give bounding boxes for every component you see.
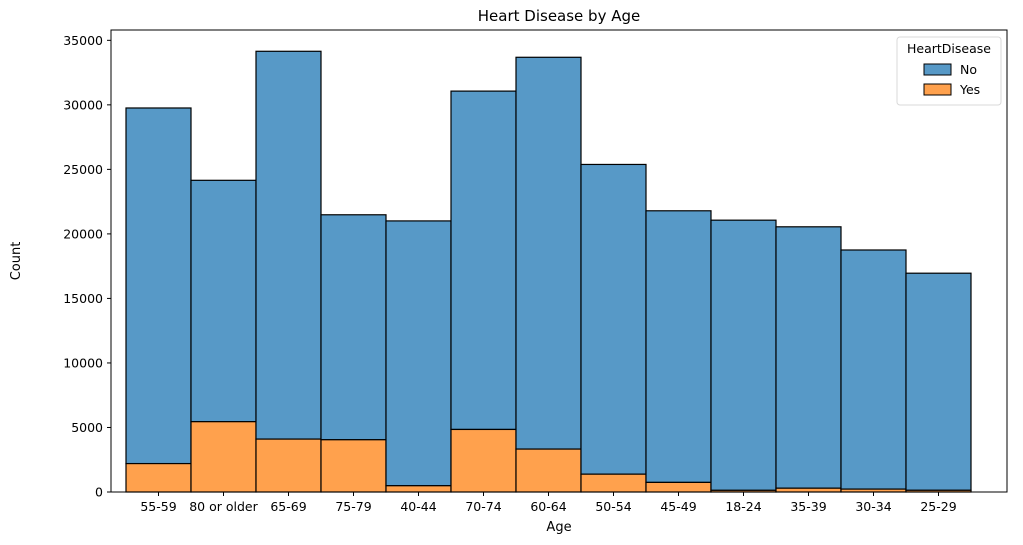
plot-frame — [110, 29, 1008, 493]
x-tick-label: 50-54 — [595, 499, 631, 514]
y-tick-label: 15000 — [63, 291, 103, 306]
bar-no-45-49 — [645, 210, 712, 483]
x-tick-label: 70-74 — [465, 499, 501, 514]
bar-no-65-69 — [255, 50, 322, 440]
bar-no-18-24 — [710, 219, 777, 491]
x-tick-label: 65-69 — [270, 499, 306, 514]
x-tick-label: 35-39 — [790, 499, 826, 514]
bar-yes-80-or-older — [190, 421, 257, 493]
bar-yes-35-39 — [775, 487, 842, 493]
x-tick-label: 45-49 — [660, 499, 696, 514]
bar-yes-60-64 — [515, 448, 582, 493]
bar-no-40-44 — [385, 220, 452, 487]
bar-no-80-or-older — [190, 179, 257, 423]
legend-label-yes: Yes — [959, 82, 980, 97]
y-tick-label: 5000 — [71, 420, 103, 435]
bar-no-50-54 — [580, 163, 647, 475]
bars-layer — [125, 50, 972, 493]
bar-no-35-39 — [775, 226, 842, 489]
x-tick-label: 75-79 — [335, 499, 371, 514]
y-tick-label: 10000 — [63, 355, 103, 370]
x-tick-label: 80 or older — [189, 499, 258, 514]
legend-swatch-yes — [923, 83, 952, 96]
x-tick-label: 55-59 — [140, 499, 176, 514]
bar-yes-65-69 — [255, 438, 322, 493]
y-tick-label: 30000 — [63, 97, 103, 112]
bar-no-75-79 — [320, 214, 387, 441]
legend-items: No Yes — [923, 62, 980, 97]
legend: HeartDisease No Yes — [896, 36, 1002, 106]
bar-yes-70-74 — [450, 428, 517, 493]
x-tick-label: 60-64 — [530, 499, 566, 514]
y-tick-label: 35000 — [63, 33, 103, 48]
chart-title: Heart Disease by Age — [478, 7, 640, 25]
axes-layer: 55-59 80 or older 65-69 75-79 40-44 70-74 60-6… — [63, 29, 1008, 514]
y-tick-label: 20000 — [63, 226, 103, 241]
x-tick-label: 40-44 — [400, 499, 436, 514]
bar-yes-40-44 — [385, 485, 452, 493]
x-tick-label: 25-29 — [920, 499, 956, 514]
bar-yes-45-49 — [645, 481, 712, 493]
bar-no-60-64 — [515, 56, 582, 450]
legend-swatch-no — [923, 63, 952, 76]
bar-yes-75-79 — [320, 439, 387, 493]
x-tick-label: 30-34 — [855, 499, 891, 514]
x-axis-label: Age — [546, 520, 571, 535]
bar-yes-55-59 — [125, 462, 192, 493]
bar-no-25-29 — [905, 272, 972, 491]
y-axis-label: Count — [9, 242, 24, 281]
bar-no-30-34 — [840, 249, 907, 490]
legend-title: HeartDisease — [907, 41, 991, 56]
bar-no-70-74 — [450, 90, 517, 431]
y-tick-label: 0 — [95, 485, 103, 500]
y-tick-label: 25000 — [63, 162, 103, 177]
x-tick-label: 18-24 — [725, 499, 761, 514]
legend-label-no: No — [960, 62, 977, 77]
bar-no-55-59 — [125, 107, 192, 465]
bar-yes-50-54 — [580, 473, 647, 493]
